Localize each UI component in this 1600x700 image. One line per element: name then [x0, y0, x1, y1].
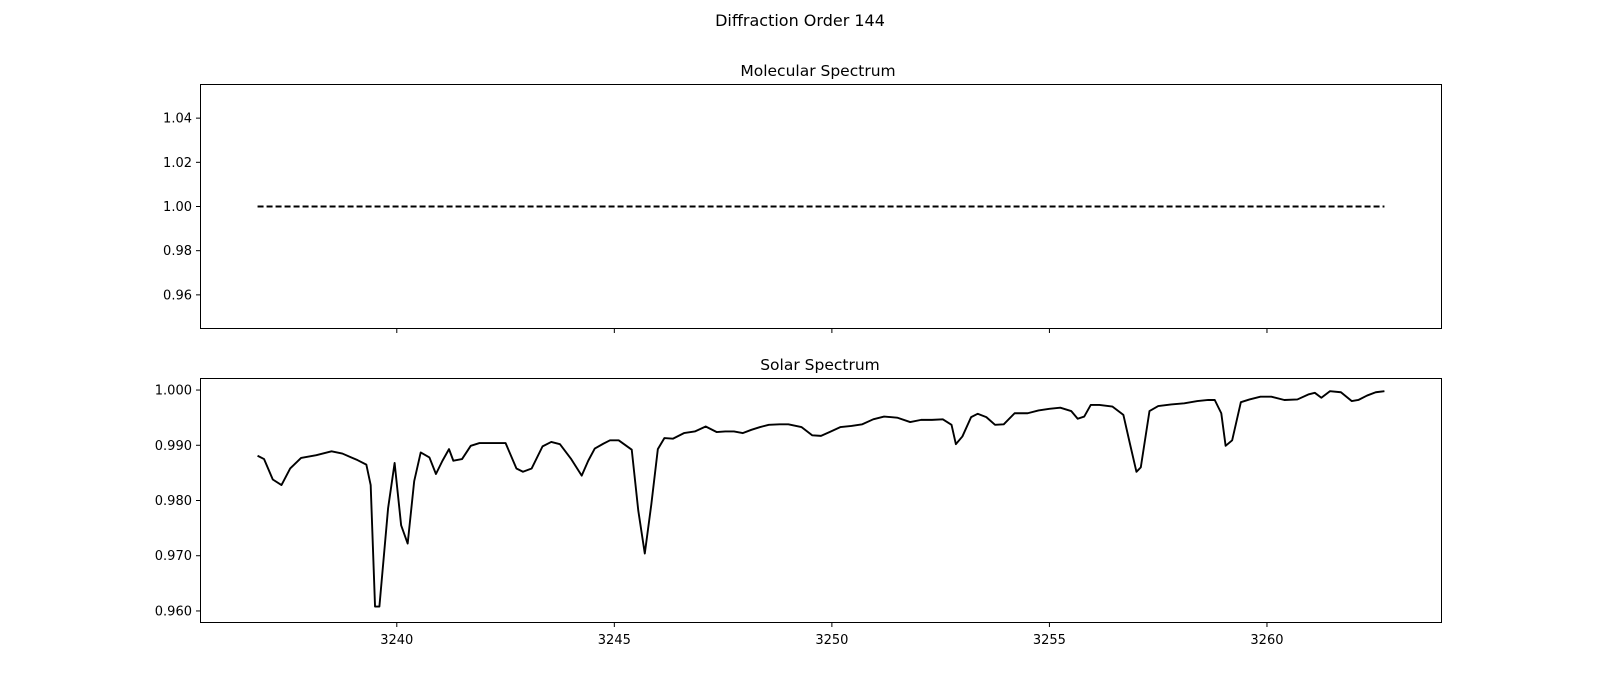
- solar-spectrum-marks: 0.960 0.970 0.980 0.990 1.000 3240 3245 3250 325…: [155, 384, 1385, 648]
- solar-spectrum-title: Solar Spectrum: [760, 356, 880, 374]
- solar-spectrum-ytick-label-1: 0.970: [155, 549, 192, 564]
- solar-spectrum-xtick-label-1: 3245: [598, 633, 631, 648]
- molecular-spectrum-ytick-label-4: 1.04: [163, 112, 192, 127]
- molecular-spectrum-ytick-label-0: 0.96: [163, 288, 192, 303]
- solar-spectrum-ytick-label-4: 1.000: [155, 384, 192, 399]
- figure-suptitle: Diffraction Order 144: [715, 11, 885, 30]
- solar-spectrum-ytick-label-0: 0.960: [155, 604, 192, 619]
- solar-spectrum-xtick-label-2: 3250: [815, 633, 848, 648]
- solar-spectrum-ytick-label-3: 0.990: [155, 439, 192, 454]
- molecular-spectrum-marks: 0.96 0.98 1.00 1.02 1.04: [163, 112, 1385, 333]
- molecular-spectrum-ytick-label-2: 1.00: [163, 200, 192, 215]
- solar-spectrum-ytick-label-2: 0.980: [155, 494, 192, 509]
- molecular-spectrum-title: Molecular Spectrum: [740, 62, 895, 80]
- solar-spectrum-series-line-0: [257, 390, 1385, 608]
- solar-spectrum-xtick-label-4: 3260: [1250, 633, 1283, 648]
- solar-spectrum-panel: Solar Spectrum 0.960 0.970 0.980 0.990 1.000…: [155, 356, 1442, 648]
- molecular-spectrum-ytick-label-3: 1.02: [163, 156, 192, 171]
- solar-spectrum-frame: [200, 378, 1442, 623]
- molecular-spectrum-ytick-label-1: 0.98: [163, 244, 192, 259]
- molecular-spectrum-panel: Molecular Spectrum 0.96 0.98 1.00 1.02 1.04: [163, 62, 1442, 333]
- solar-spectrum-xtick-label-3: 3255: [1033, 633, 1066, 648]
- solar-spectrum-xtick-label-0: 3240: [380, 633, 413, 648]
